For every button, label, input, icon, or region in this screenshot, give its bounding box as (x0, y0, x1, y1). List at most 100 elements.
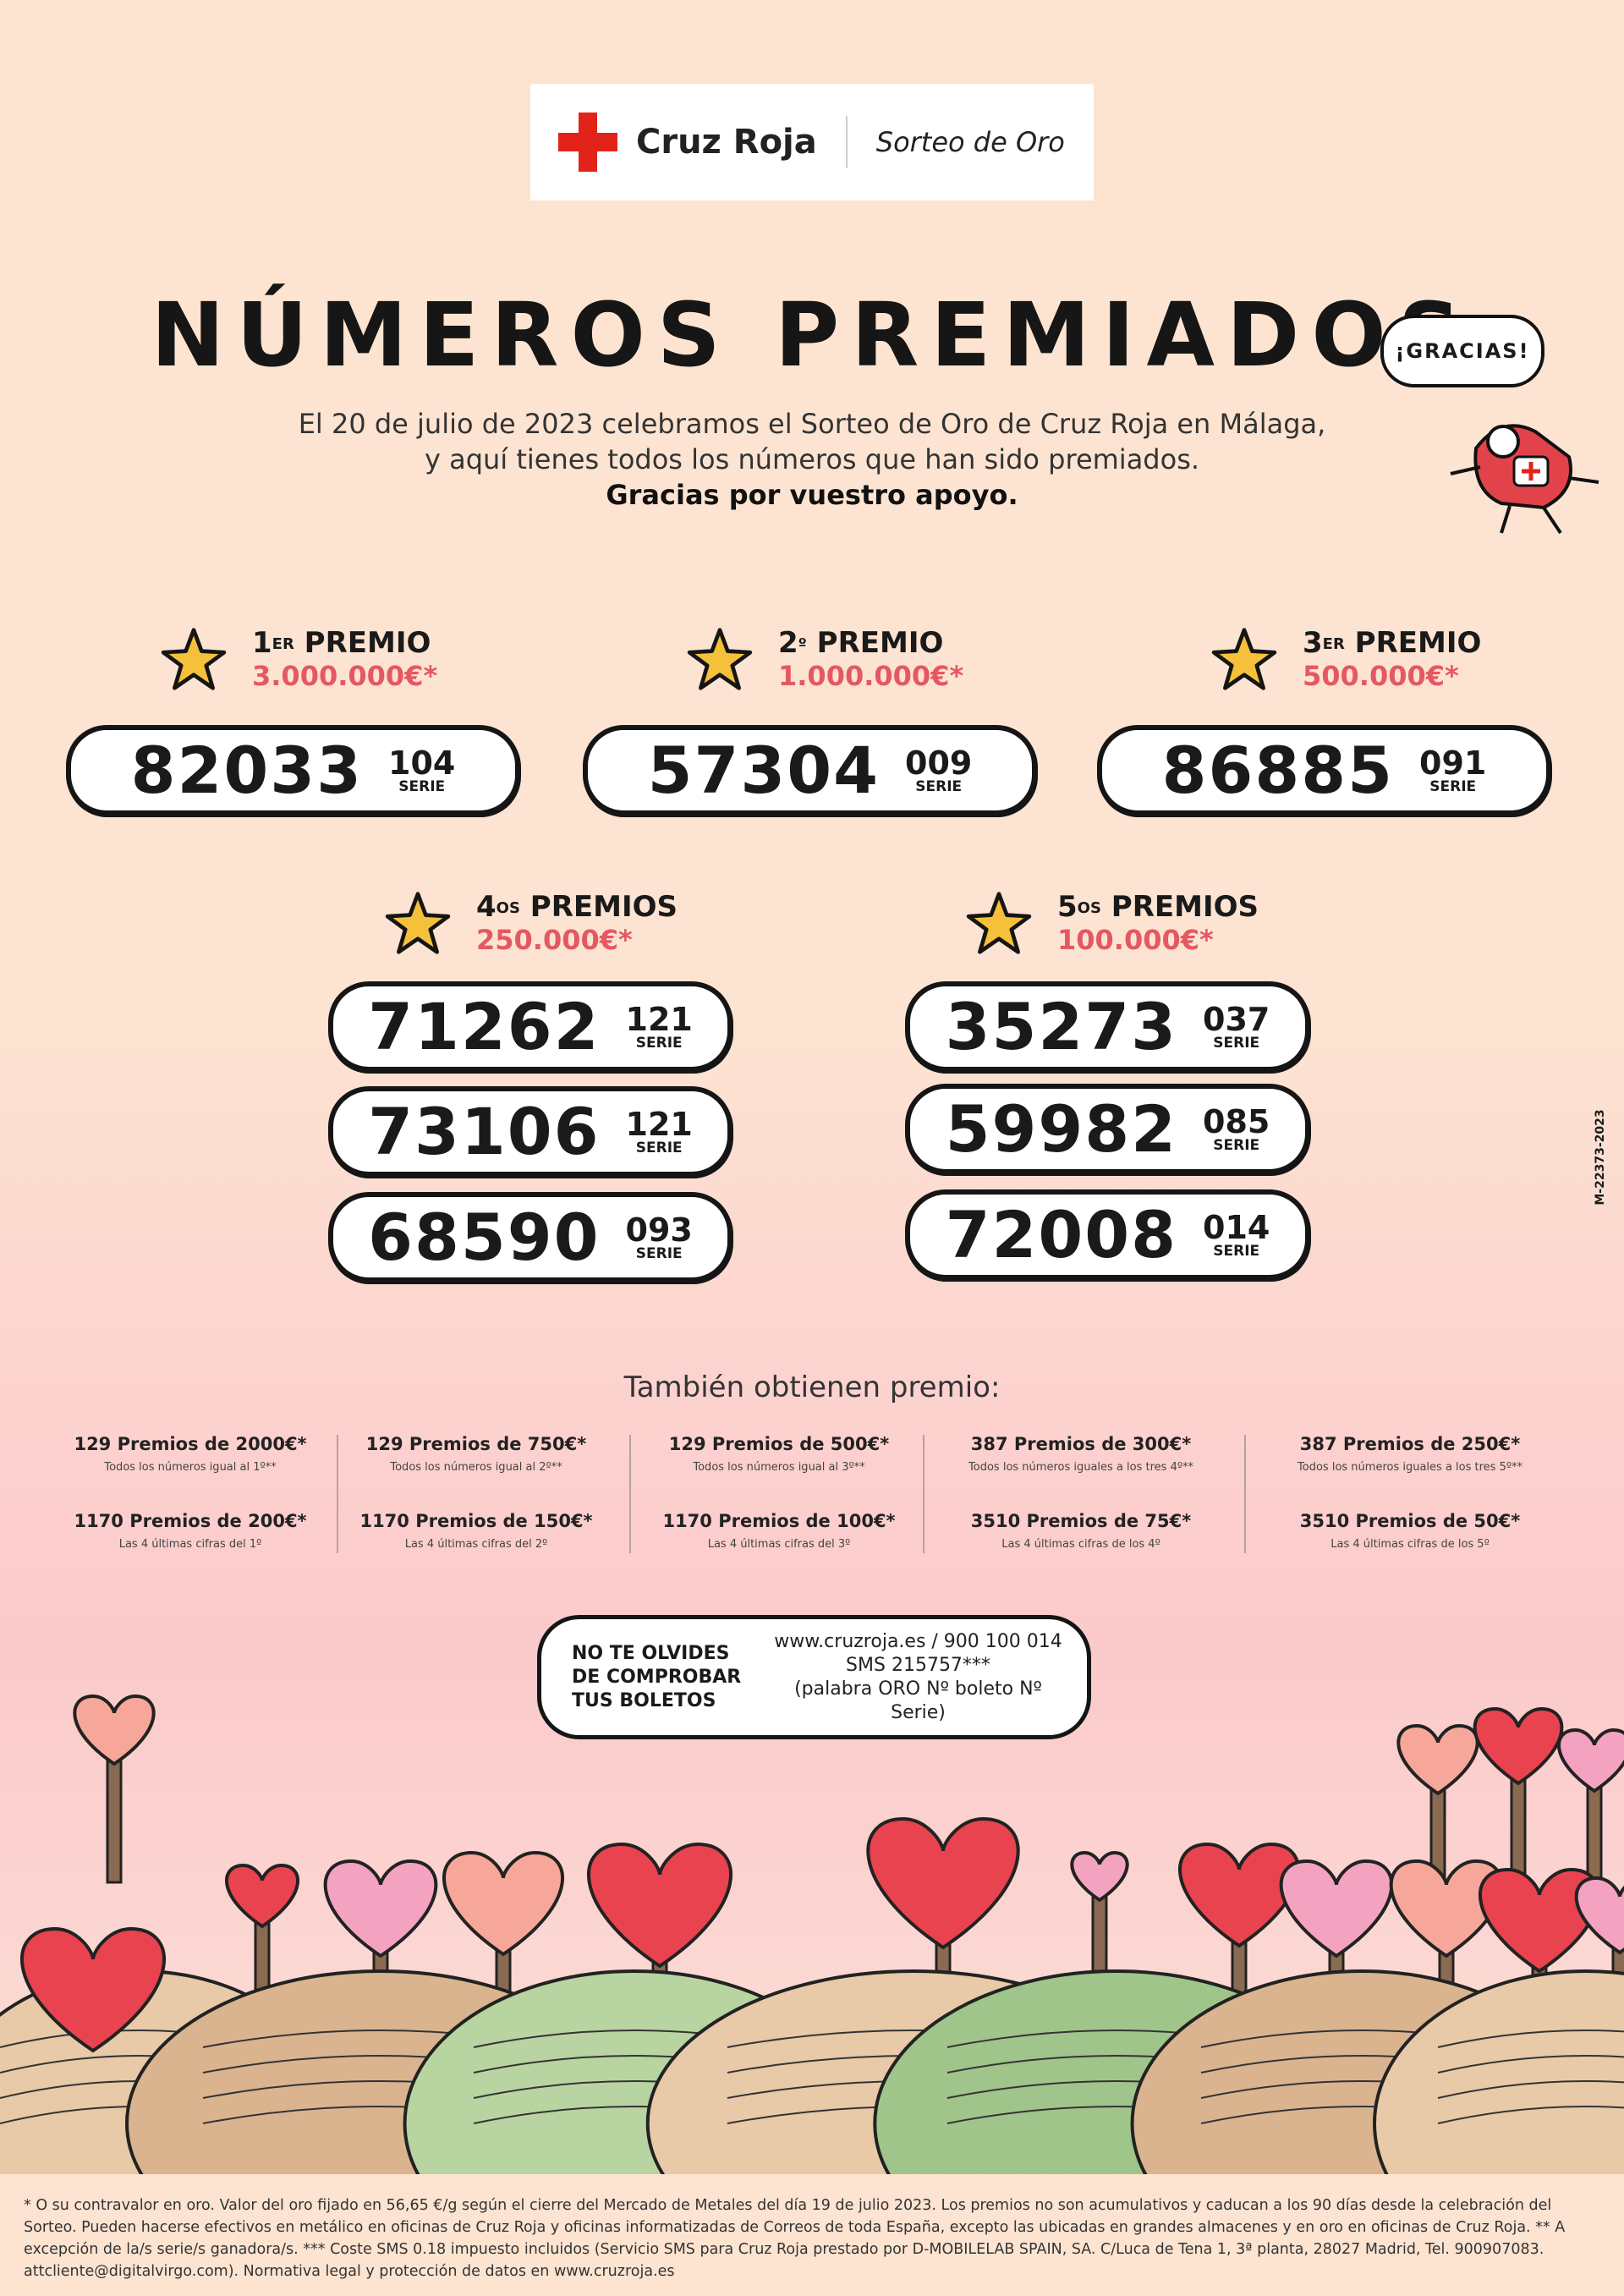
red-cross-icon (558, 113, 617, 172)
serie-label: SERIE (1213, 1242, 1260, 1260)
prize-condition: Todos los números igual al 2º** (390, 1461, 562, 1474)
prize-header: 1ER PREMIO 3.000.000€* (161, 626, 437, 692)
serie-number: 091 (1419, 744, 1487, 782)
legal-deposit-code: M-22373-2023 (1594, 1109, 1607, 1206)
prize-label: 2º PREMIO (778, 626, 944, 660)
prize-count: 129 Premios de 2000€* (74, 1434, 307, 1454)
intro-thanks: Gracias por vuestro apoyo. (606, 479, 1018, 511)
star-icon (966, 890, 1032, 956)
ticket-number: 72008 (945, 1197, 1178, 1272)
prize-label: 4OS PREMIOS (476, 890, 678, 924)
sms-instructions: (palabra ORO Nº boleto Nº Serie) (794, 1678, 1042, 1723)
serie-number: 121 (625, 1000, 693, 1038)
serie-number: 085 (1203, 1102, 1270, 1140)
other-prize-column: 129 Premios de 2000€* Todos los números … (47, 1434, 334, 1551)
column-divider (337, 1435, 338, 1553)
prize-condition: Todos los números iguales a los tres 4º*… (968, 1461, 1193, 1474)
serie-label: SERIE (1213, 1136, 1260, 1154)
prize-count: 129 Premios de 750€* (365, 1434, 587, 1454)
other-prize-column: 129 Premios de 750€* Todos los números i… (332, 1434, 620, 1551)
prize-header: 3ER PREMIO 500.000€* (1211, 626, 1481, 692)
reminder-contact: www.cruzroja.es / 900 100 014 SMS 215757… (766, 1630, 1087, 1725)
other-prizes-title: También obtienen premio: (623, 1370, 1001, 1404)
ticket-number: 82033 (130, 733, 364, 808)
star-icon (687, 626, 753, 692)
gracias-speech-bubble: ¡GRACIAS! (1380, 315, 1544, 387)
winning-ticket: 57304 009 SERIE (583, 725, 1037, 816)
prize-amount: 100.000€* (1057, 924, 1214, 956)
prize-header: 4OS PREMIOS 250.000€* (385, 890, 678, 956)
ticket-number: 71262 (368, 989, 601, 1064)
prize-amount: 1.000.000€* (778, 660, 964, 692)
serie-number: 014 (1203, 1208, 1270, 1246)
prize-count: 387 Premios de 300€* (970, 1434, 1192, 1454)
prize-header: 2º PREMIO 1.000.000€* (687, 626, 963, 692)
winning-ticket: 71262 121 SERIE (328, 981, 732, 1072)
serie-number: 037 (1203, 1000, 1270, 1038)
serie-number: 009 (905, 744, 973, 782)
other-prize-column: 387 Premios de 300€* Todos los números i… (937, 1434, 1225, 1551)
prize-label: 5OS PREMIOS (1057, 890, 1259, 924)
winning-ticket: 68590 093 SERIE (328, 1192, 732, 1283)
winning-ticket: 86885 091 SERIE (1097, 725, 1551, 816)
footnote: * O su contravalor en oro. Valor del oro… (24, 2197, 1566, 2280)
serie-label: SERIE (1429, 777, 1477, 795)
product-name: Sorteo de Oro (875, 126, 1065, 158)
sms-number: SMS 215757*** (846, 1654, 990, 1676)
winning-ticket: 72008 014 SERIE (905, 1189, 1310, 1280)
other-prize-column: 387 Premios de 250€* Todos los números i… (1266, 1434, 1554, 1551)
mascot-illustration (1450, 424, 1599, 535)
prize-count: 3510 Premios de 50€* (1299, 1511, 1521, 1531)
serie-label: SERIE (1213, 1034, 1260, 1052)
serie-number: 121 (625, 1105, 693, 1143)
prize-count: 1170 Premios de 150€* (359, 1511, 593, 1531)
page-title: NÚMEROS PREMIADOS (151, 283, 1473, 387)
reminder-heading: NO TE OLVIDES DE COMPROBAR TUS BOLETOS (572, 1642, 742, 1711)
prize-count: 1170 Premios de 100€* (662, 1511, 896, 1531)
ticket-number: 73106 (368, 1094, 601, 1169)
intro-text: El 20 de julio de 2023 celebramos el Sor… (0, 406, 1624, 513)
prize-condition: Las 4 últimas cifras de los 4º (1001, 1538, 1160, 1551)
prize-label: 1ER PREMIO (252, 626, 431, 660)
serie-label: SERIE (635, 1034, 683, 1052)
winning-ticket: 73106 121 SERIE (328, 1086, 732, 1177)
prize-condition: Todos los números igual al 3º** (693, 1461, 865, 1474)
serie-number: 104 (388, 744, 456, 782)
prize-amount: 3.000.000€* (252, 660, 438, 692)
prize-amount: 250.000€* (476, 924, 633, 956)
winning-ticket: 35273 037 SERIE (905, 981, 1310, 1072)
prize-condition: Las 4 últimas cifras del 3º (707, 1538, 851, 1551)
star-icon (385, 890, 451, 956)
other-prize-column: 129 Premios de 500€* Todos los números i… (635, 1434, 923, 1551)
prize-count: 129 Premios de 500€* (668, 1434, 890, 1454)
winning-ticket: 59982 085 SERIE (905, 1084, 1310, 1174)
ticket-number: 59982 (945, 1091, 1178, 1167)
prize-condition: Todos los números iguales a los tres 5º*… (1298, 1461, 1522, 1474)
winning-ticket: 82033 104 SERIE (66, 725, 520, 816)
hearts-landscape-illustration (0, 1694, 1624, 2174)
prize-label: 3ER PREMIO (1303, 626, 1482, 660)
divider (845, 116, 848, 168)
prize-amount: 500.000€* (1303, 660, 1459, 692)
brand-name: Cruz Roja (636, 123, 817, 162)
intro-line: y aquí tienes todos los números que han … (424, 443, 1200, 475)
column-divider (1244, 1435, 1246, 1553)
serie-label: SERIE (398, 777, 446, 795)
website-phone: www.cruzroja.es / 900 100 014 (774, 1630, 1062, 1652)
prize-count: 3510 Premios de 75€* (970, 1511, 1192, 1531)
column-divider (629, 1435, 631, 1553)
prize-count: 387 Premios de 250€* (1299, 1434, 1521, 1454)
ticket-number: 68590 (368, 1200, 601, 1275)
ticket-number: 57304 (647, 733, 881, 808)
prize-condition: Las 4 últimas cifras de los 5º (1330, 1538, 1490, 1551)
serie-label: SERIE (915, 777, 963, 795)
ticket-number: 86885 (1161, 733, 1395, 808)
prize-condition: Todos los números igual al 1º** (104, 1461, 277, 1474)
star-icon (1211, 626, 1277, 692)
column-divider (923, 1435, 924, 1553)
ticket-number: 35273 (945, 989, 1178, 1064)
intro-line: El 20 de julio de 2023 celebramos el Sor… (298, 408, 1326, 440)
cruz-roja-logo: Cruz Roja Sorteo de Oro (530, 84, 1094, 200)
serie-label: SERIE (635, 1244, 683, 1262)
serie-number: 093 (625, 1211, 693, 1249)
